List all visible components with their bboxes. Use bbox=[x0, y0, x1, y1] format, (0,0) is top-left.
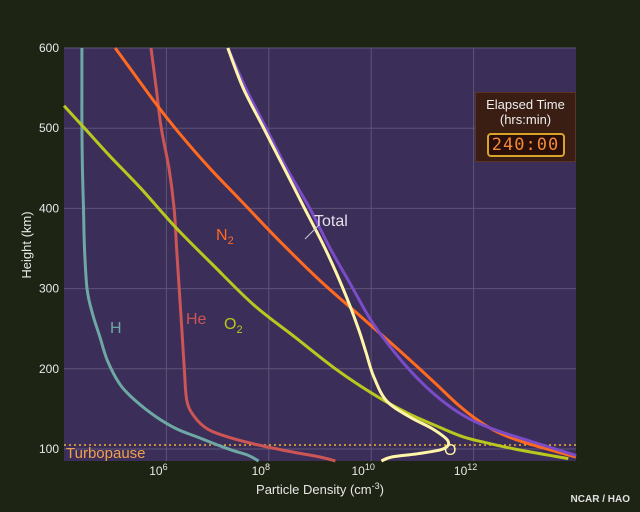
series-label-o: O bbox=[444, 442, 456, 459]
y-axis-label: Height (km) bbox=[19, 211, 34, 278]
series-layer bbox=[62, 47, 577, 463]
series-line-o2 bbox=[62, 104, 569, 461]
series-label-h: H bbox=[110, 320, 122, 337]
x-tick-label: 1010 bbox=[352, 462, 375, 478]
series-line-h bbox=[80, 48, 260, 463]
series-line-he bbox=[149, 47, 336, 463]
series-label-total: Total bbox=[314, 213, 348, 230]
x-axis-label: Particle Density (cm-3) bbox=[256, 481, 384, 497]
total-label-leader bbox=[304, 225, 319, 240]
y-tick-label: 200 bbox=[39, 362, 59, 376]
x-tick-labels: 106 108 1010 1012 bbox=[149, 462, 477, 478]
series-line-total bbox=[226, 47, 577, 457]
y-tick-label: 400 bbox=[39, 201, 59, 215]
series-line-o bbox=[226, 47, 451, 463]
grid bbox=[64, 47, 576, 461]
series-label-n2: N2 bbox=[216, 227, 234, 247]
y-tick-labels: 600 500 400 300 200 100 bbox=[39, 41, 59, 456]
series-label-he: He bbox=[186, 311, 207, 328]
y-tick-label: 100 bbox=[39, 442, 59, 456]
elapsed-clock: 240:00 bbox=[486, 133, 565, 157]
x-tick-label: 108 bbox=[252, 462, 270, 478]
y-tick-label: 500 bbox=[39, 121, 59, 135]
x-tick-label: 1012 bbox=[454, 462, 477, 478]
series-line-n2 bbox=[113, 47, 577, 459]
credit-label: NCAR / HAO bbox=[571, 494, 631, 505]
elapsed-unit: (hrs:min) bbox=[499, 112, 552, 127]
turbopause-label: Turbopause bbox=[66, 445, 146, 462]
elapsed-title: Elapsed Time bbox=[486, 97, 565, 112]
series-label-o2: O2 bbox=[224, 316, 243, 336]
y-tick-label: 300 bbox=[39, 282, 59, 296]
y-tick-label: 600 bbox=[39, 41, 59, 55]
x-tick-label: 106 bbox=[149, 462, 167, 478]
elapsed-time-panel: Elapsed Time (hrs:min) 240:00 bbox=[475, 92, 576, 162]
